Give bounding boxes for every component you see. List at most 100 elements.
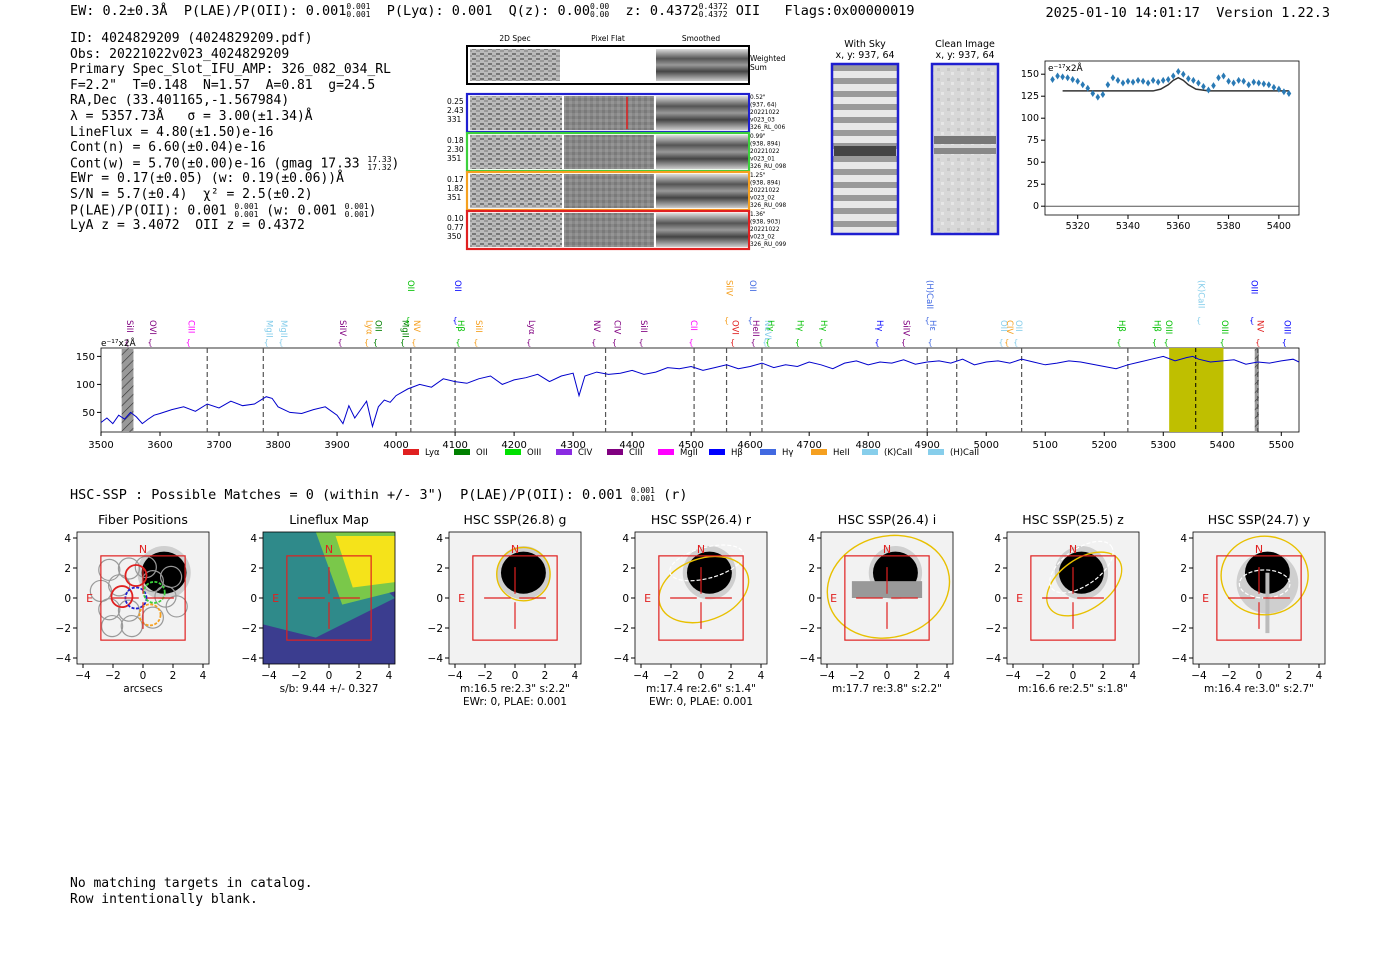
info-contn: Cont(n) = 6.60(±0.04)e-16 [70, 140, 266, 156]
panel-xtick-label: −2 [849, 670, 864, 682]
emission-line-bracket: { [1255, 338, 1260, 347]
fiber-circle [100, 614, 124, 638]
emission-line-label: OII [998, 320, 1008, 332]
emission-line-label: SiIV [337, 320, 347, 336]
emission-line-bracket: { [373, 338, 378, 347]
plya-value: P(Lyα): 0.001 [386, 3, 493, 19]
panel-ytick-label: 4 [64, 533, 71, 545]
spectrum-ytick-label: 150 [76, 352, 95, 363]
panel-ytick-label: 2 [250, 563, 257, 575]
panel-ytick-label: −4 [1172, 653, 1188, 665]
spectrum-xtick-label: 5100 [1033, 440, 1058, 451]
clean-line-1 [934, 136, 996, 144]
emission-line-label: MgII [263, 320, 273, 338]
panel-ytick-label: 2 [436, 563, 443, 575]
zoom-data-point [1271, 83, 1277, 91]
cutout-right-label: v023_02 [750, 196, 775, 202]
emission-line-bracket: { [473, 338, 478, 347]
emission-line-label: SiIV [724, 280, 734, 296]
panel-xtick-label: 0 [140, 670, 147, 682]
spectrum-ytick-label: 100 [76, 380, 95, 391]
cutout-right-label: 326_RU_099 [750, 242, 787, 248]
clean-title: Clean Image [935, 39, 995, 50]
cutout-right-label: 326_RU_098 [750, 203, 787, 209]
highlighted-fiber [110, 585, 134, 609]
zoom-data-point [1286, 90, 1292, 98]
emission-line-label: CIV [611, 320, 621, 334]
emission-line-label: HeII [750, 320, 760, 337]
emission-line-bracket: { [928, 338, 933, 347]
cutout-pixelflat [564, 174, 654, 208]
emission-line-bracket: { [875, 338, 880, 347]
detection-info: ID: 4024829209 (4024829209.pdf) Obs: 202… [70, 31, 399, 234]
zoom-data-point [1170, 72, 1176, 80]
spectrum-xtick-label: 4700 [796, 440, 821, 451]
emission-line-bracket: { [264, 338, 269, 347]
emission-line-bracket: { [1013, 338, 1018, 347]
zoom-ytick-label: 50 [1027, 157, 1039, 168]
emission-line-label: OII [1013, 320, 1023, 332]
panel-xtick-label: 0 [884, 670, 891, 682]
cutout-smoothed [656, 174, 748, 208]
emission-line-label: SiII [638, 320, 648, 333]
spectrum-xtick-label: 4000 [383, 440, 408, 451]
panel-title: HSC SSP(26.4) i [838, 512, 936, 527]
emission-line-bracket: { [818, 338, 823, 347]
panel-xtick-label: 2 [728, 670, 735, 682]
emission-line-label: OIII [1219, 320, 1229, 334]
emission-line-label: Hγ [794, 320, 804, 331]
panel-ytick-label: 4 [994, 533, 1001, 545]
panel-xtick-label: −2 [1035, 670, 1050, 682]
zoom-data-point [1165, 75, 1171, 83]
cutout-left-label: 1.82 [447, 184, 464, 193]
emission-line-bracket: { [186, 338, 191, 347]
east-label: E [1202, 592, 1209, 605]
fiber-circle [141, 606, 164, 629]
panel-xtick-label: 2 [1286, 670, 1293, 682]
zoom-data-point [1266, 81, 1272, 89]
emission-line-bracket: { [452, 316, 457, 325]
panel-caption: m:17.7 re:3.8" s:2.2" [832, 683, 942, 695]
panel-xtick-label: −2 [477, 670, 492, 682]
emission-line-bracket: { [526, 338, 531, 347]
zoom-data-point [1060, 73, 1065, 81]
emission-line-bracket: { [147, 338, 152, 347]
panel-xtick-label: −4 [447, 670, 463, 682]
emission-line-label: OIII [1163, 320, 1173, 334]
emission-line-bracket: { [338, 338, 343, 347]
zoom-data-point [1080, 81, 1086, 89]
col-2dspec: 2D Spec [499, 34, 530, 43]
cutout-right-label: 1.25" [750, 173, 766, 179]
north-label: N [697, 543, 705, 556]
galaxy-core [500, 551, 546, 594]
full-spectrum-chart: SiII{OVI{CIII{MgII{MgII{SiIV{Lyα{OII{MgI… [76, 280, 1300, 458]
cutout-right-label: 20221022 [750, 149, 780, 155]
cutout-smoothed [656, 135, 748, 169]
zoom-ytick-label: 150 [1021, 69, 1039, 80]
info-id: ID: 4024829209 (4024829209.pdf) [70, 31, 313, 46]
zoom-data-point [1246, 81, 1252, 89]
cutout-smoothed [656, 96, 748, 130]
zoom-data-point [1241, 77, 1246, 85]
spectrum-ytick-label: 50 [82, 408, 95, 419]
emission-line-bracket: { [612, 338, 617, 347]
panel-caption-2: EWr: 0, PLAE: 0.001 [463, 696, 567, 708]
zoom-data-point [1206, 86, 1211, 94]
panel-xtick-label: 0 [1256, 670, 1263, 682]
emission-line-bracket: { [591, 338, 596, 347]
with-sky-title: With Sky [844, 39, 886, 50]
datetime: 2025-01-10 14:01:17 [1045, 5, 1200, 21]
legend-swatch [928, 449, 944, 455]
info-primary: Primary Spec_Slot_IFU_AMP: 326_082_034_R… [70, 62, 391, 78]
zoom-data-point [1196, 79, 1201, 87]
zoom-data-point [1070, 75, 1075, 83]
zoom-data-point [1055, 72, 1060, 80]
zoom-data-point [1231, 79, 1236, 87]
emission-line-label: SiIV [901, 320, 911, 336]
cutout-smoothed [656, 213, 748, 247]
legend-label: Lyα [425, 448, 440, 458]
emission-line-bracket: { [1164, 338, 1169, 347]
east-label: E [272, 592, 279, 605]
